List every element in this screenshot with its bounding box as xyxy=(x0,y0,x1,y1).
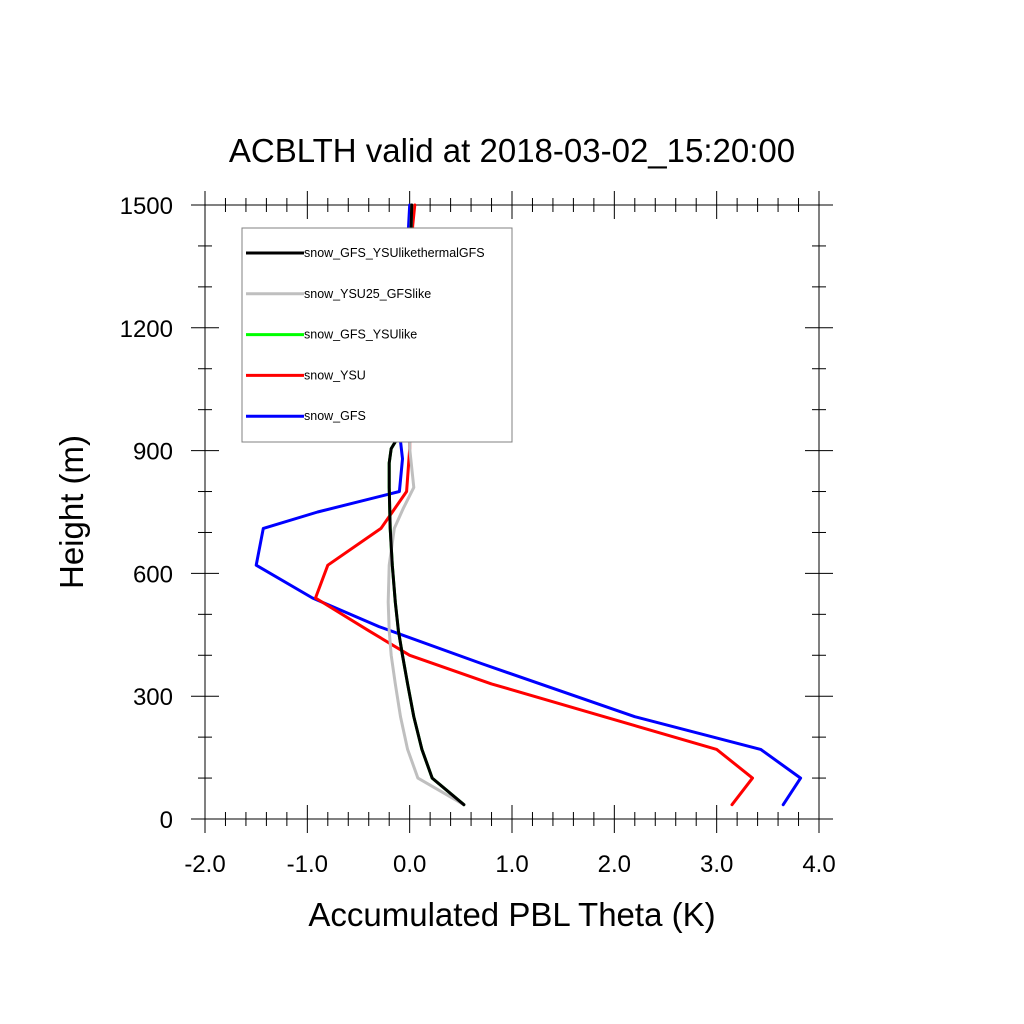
x-tick-label: 1.0 xyxy=(495,851,528,878)
y-tick-label: 1200 xyxy=(120,316,173,343)
x-tick-label: 4.0 xyxy=(802,851,835,878)
x-axis-label: Accumulated PBL Theta (K) xyxy=(308,896,715,933)
y-tick-label: 300 xyxy=(133,684,173,711)
x-tick-labels: -2.0 -1.0 0.0 1.0 2.0 3.0 4.0 xyxy=(184,851,835,878)
x-tick-label: -1.0 xyxy=(287,851,328,878)
y-tick-label: 0 xyxy=(160,807,173,834)
y-tick-label: 1500 xyxy=(120,193,173,220)
x-tick-label: 0.0 xyxy=(393,851,426,878)
legend-label: snow_GFS_YSUlikethermalGFS xyxy=(304,246,485,260)
legend-items: snow_GFS_YSUlikethermalGFS snow_YSU25_GFS… xyxy=(246,246,485,423)
legend-label: snow_GFS xyxy=(304,409,366,423)
legend-label: snow_GFS_YSUlike xyxy=(304,328,417,342)
legend-label: snow_YSU25_GFSlike xyxy=(304,287,431,301)
y-tick-labels: 0 300 600 900 1200 1500 xyxy=(120,193,173,834)
y-tick-label: 600 xyxy=(133,561,173,588)
chart-title: ACBLTH valid at 2018-03-02_15:20:00 xyxy=(229,132,795,169)
x-tick-label: -2.0 xyxy=(184,851,225,878)
y-axis-label: Height (m) xyxy=(53,435,90,589)
x-tick-label: 3.0 xyxy=(700,851,733,878)
x-tick-label: 2.0 xyxy=(598,851,631,878)
legend: snow_GFS_YSUlikethermalGFS snow_YSU25_GFS… xyxy=(241,227,513,443)
legend-label: snow_YSU xyxy=(304,368,366,382)
y-tick-label: 900 xyxy=(133,439,173,466)
